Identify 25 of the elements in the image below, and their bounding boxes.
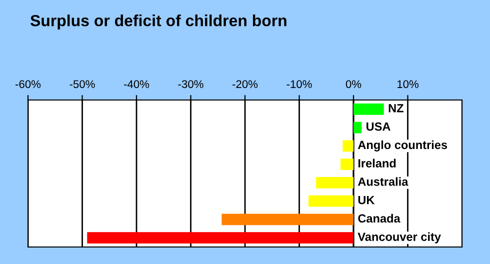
x-tick-label: -30% [178,80,204,88]
y-tick-label: Australia [358,177,408,186]
y-tick-label: Ireland [358,158,396,168]
bar [342,140,354,152]
y-tick-label: UK [358,196,375,204]
bar [222,214,354,226]
bar [340,158,354,170]
x-tick-label: -20% [232,80,258,88]
x-tick-label: 10% [397,80,418,88]
y-tick-label: Vancouver city [358,232,441,244]
y-tick-label: USA [366,122,390,131]
x-tick-label: 0% [346,80,362,88]
bar [354,122,362,134]
x-tick-label: -10% [286,80,312,88]
bar [87,232,354,244]
x-tick-label: -40% [124,80,150,88]
y-tick-label: NZ [388,104,404,112]
y-tick-label: Anglo countries [358,140,448,152]
bar [308,195,354,207]
x-tick-label: -60% [16,80,41,88]
x-tick-label: -50% [70,80,95,88]
y-tick-label: Canada [358,214,400,223]
bar [354,103,384,115]
bar [316,176,354,188]
chart-title: Surplus or deficit of children born [30,14,286,30]
